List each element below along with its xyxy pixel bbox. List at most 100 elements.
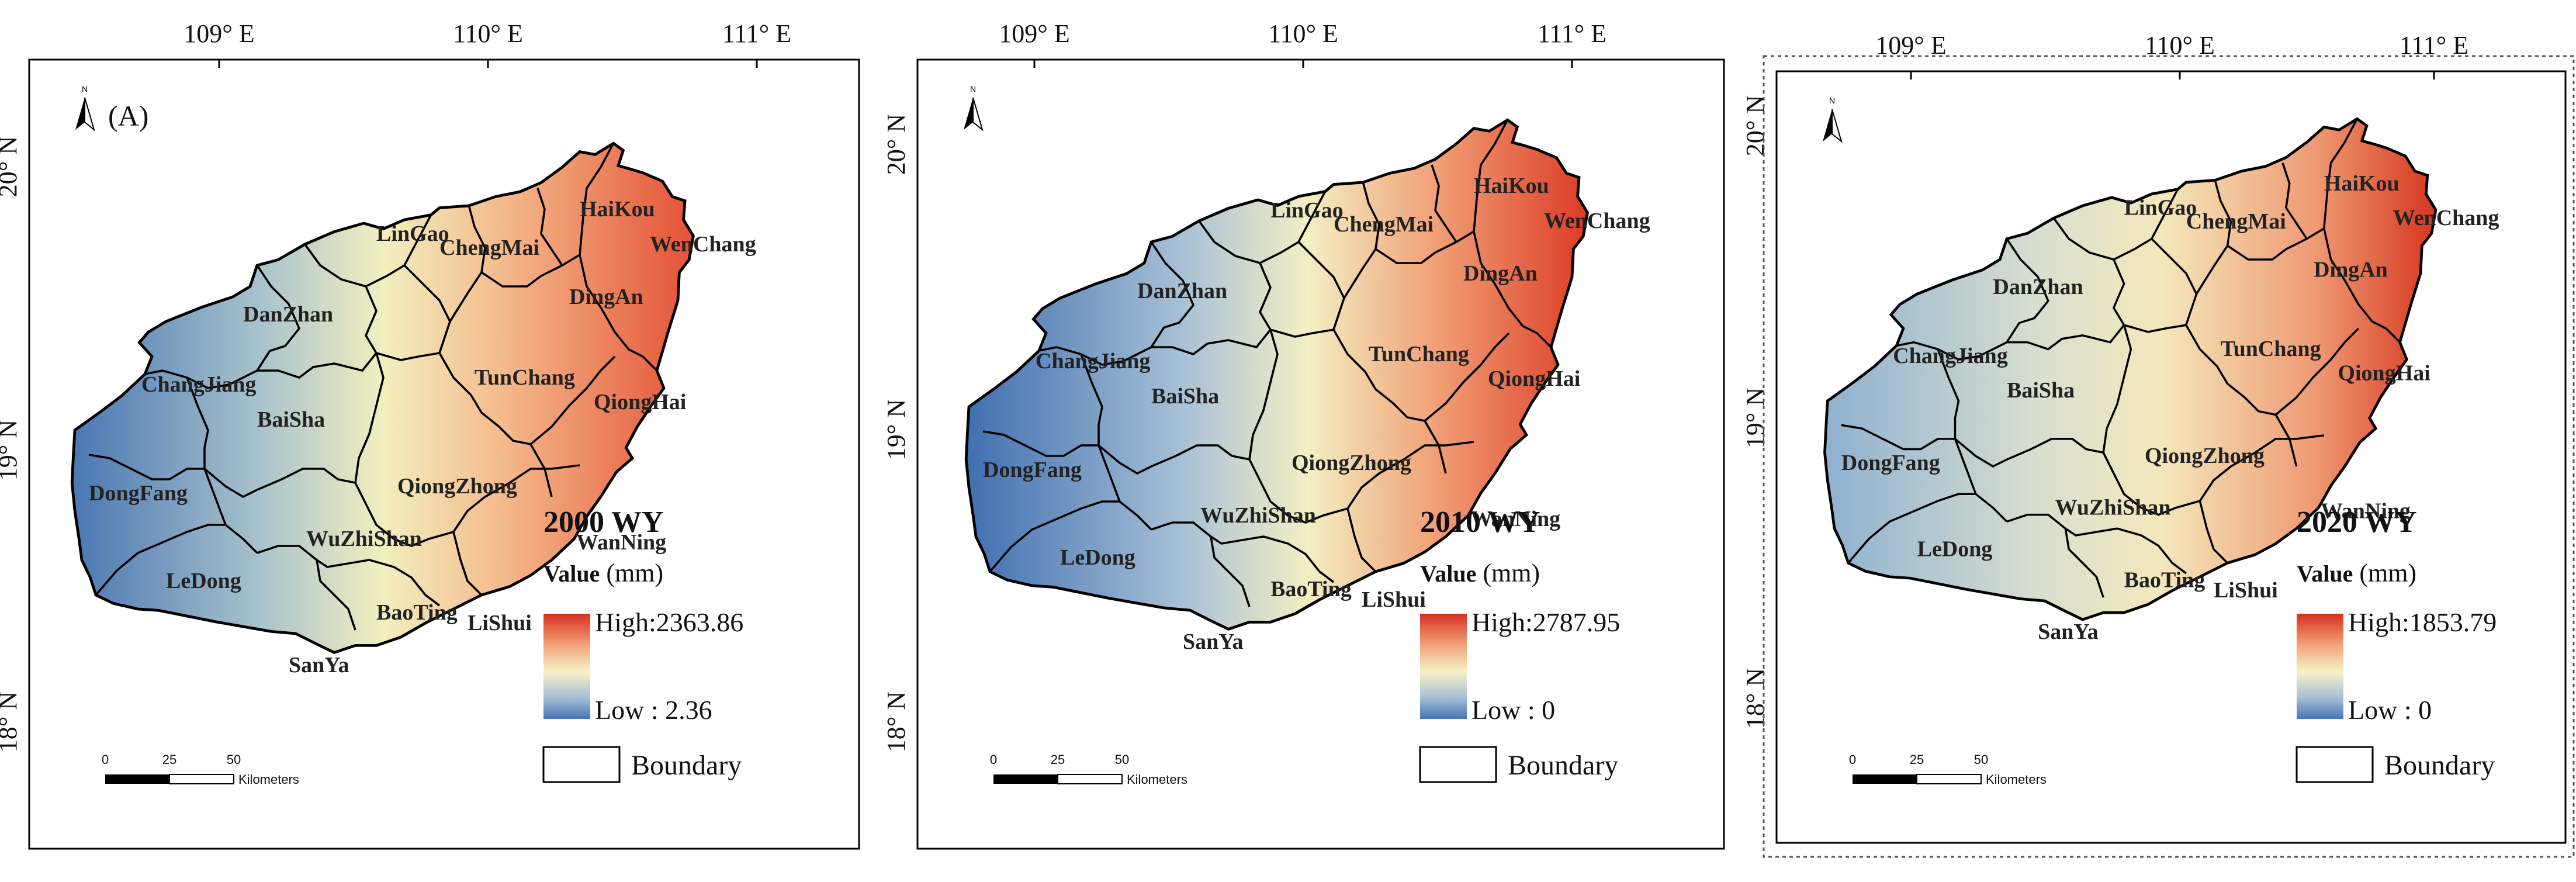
scale-tick-label: 50	[1974, 752, 1988, 767]
scale-unit-label: Kilometers	[238, 772, 299, 787]
legend-low-label: Low : 2.36	[595, 695, 712, 725]
scale-tick-label: 25	[162, 752, 176, 767]
scale-tick-label: 25	[1051, 752, 1065, 767]
north-arrow-icon: N	[1823, 96, 1843, 143]
county-label: DongFang	[89, 481, 188, 506]
legend-low-label: Low : 0	[2348, 695, 2432, 725]
county-label: LinGao	[2124, 195, 2197, 220]
county-label: WanNing	[1470, 507, 1560, 531]
scale-tick-label: 50	[227, 752, 241, 767]
longitude-label: 110° E	[1268, 19, 1338, 48]
county-label: WenChang	[1544, 209, 1650, 233]
county-label: ChengMai	[439, 236, 539, 260]
county-label: DongFang	[1841, 451, 1940, 475]
longitude-label: 110° E	[453, 19, 523, 48]
longitude-label: 109° E	[1875, 31, 1946, 60]
scale-bar: 0 25 50 Kilometers	[990, 752, 1187, 787]
county-label: WuZhiShan	[2055, 496, 2171, 520]
county-label: HaiKou	[2324, 171, 2400, 196]
boundary-swatch	[1419, 746, 1497, 783]
longitude-label: 111° E	[1538, 19, 1606, 48]
latitude-label: 18° N	[882, 691, 910, 752]
longitude-label: 109° E	[183, 19, 254, 48]
boundary-swatch	[2295, 746, 2374, 783]
county-label: WanNing	[2321, 499, 2411, 524]
county-label: WenChang	[2393, 206, 2499, 230]
county-label: DanZhan	[243, 302, 333, 327]
scale-tick-label: 25	[1910, 752, 1924, 767]
boundary-label: Boundary	[631, 750, 742, 781]
boundary-label: Boundary	[1508, 750, 1618, 781]
county-label: QiongHai	[1488, 366, 1580, 391]
county-label: DongFang	[983, 458, 1082, 482]
county-label: DingAn	[1463, 261, 1538, 286]
county-label: LeDong	[166, 569, 241, 593]
county-label: WuZhiShan	[1200, 503, 1316, 528]
legend-low-label: Low : 0	[1471, 695, 1555, 725]
latitude-label: 20° N	[1741, 95, 1770, 156]
legend-title: Value (mm)	[543, 559, 663, 587]
scale-unit-label: Kilometers	[1127, 772, 1187, 787]
year-title: 2000 WY	[543, 506, 664, 539]
scale-tick-label: 0	[102, 752, 109, 767]
longitude-label: 110° E	[2145, 31, 2215, 60]
county-label: DanZhan	[1137, 279, 1227, 303]
county-label: LiShui	[2214, 578, 2278, 603]
latitude-label: 18° N	[0, 691, 22, 752]
legend-high-label: High:2363.86	[595, 607, 743, 637]
legend-title: Value (mm)	[2297, 559, 2416, 587]
county-label: TunChang	[2221, 337, 2321, 361]
map-panel-2: 109° E 110° E 111° E 20° N 19° N 18° N LinGao H…	[882, 19, 1725, 850]
scale-tick-label: 0	[1849, 752, 1856, 767]
county-label: LiShui	[1362, 587, 1426, 612]
selection-frame	[1763, 55, 2575, 858]
county-label: HaiKou	[1474, 174, 1549, 198]
north-letter: N	[970, 84, 976, 94]
county-label: QiongHai	[2338, 361, 2430, 386]
boundary-swatch	[542, 746, 621, 783]
county-label: ChangJiang	[1036, 349, 1150, 373]
county-label: SanYa	[289, 653, 349, 677]
panel-label: (A)	[108, 99, 148, 132]
latitude-label: 19° N	[1741, 388, 1770, 448]
county-label: ChengMai	[1334, 212, 1434, 237]
latitude-label: 18° N	[1741, 668, 1770, 729]
county-label: BaoTing	[2124, 568, 2205, 593]
year-title: 2010 WY	[1420, 506, 1540, 539]
longitude-label: 111° E	[2400, 31, 2468, 60]
county-label: QiongZhong	[2145, 444, 2265, 468]
north-letter: N	[1829, 96, 1835, 105]
legend-high-label: High:2787.95	[1471, 607, 1620, 637]
county-label: DanZhan	[1993, 275, 2083, 299]
latitude-label: 19° N	[0, 420, 22, 480]
scale-tick-label: 50	[1115, 752, 1129, 767]
north-letter: N	[82, 84, 88, 94]
map-panel-3: 109° E 110° E 111° E 20° N 19° N 18° N LinGao H…	[1741, 31, 2567, 844]
county-label: WenChang	[650, 232, 756, 257]
county-label: BaiSha	[2007, 378, 2075, 403]
county-label: LeDong	[1060, 545, 1135, 570]
county-label: ChengMai	[2186, 209, 2286, 234]
legend-title: Value (mm)	[1420, 559, 1540, 587]
legend-color-ramp	[1420, 614, 1467, 719]
county-label: BaoTing	[1270, 577, 1352, 601]
map-panel-1: 109° E 110° E 111° E 20° N 19° N 18° N LinGao H…	[0, 19, 860, 850]
scale-bar: 0 25 50 Kilometers	[102, 752, 299, 787]
longitude-label: 109° E	[999, 19, 1069, 48]
longitude-label: 111° E	[722, 19, 791, 48]
county-label: QiongZhong	[1292, 451, 1411, 475]
county-label: LiShui	[468, 611, 532, 635]
county-label: DingAn	[569, 285, 643, 309]
scale-unit-label: Kilometers	[1986, 772, 2047, 787]
scale-tick-label: 0	[990, 752, 997, 767]
latitude-label: 20° N	[882, 114, 910, 175]
north-arrow-icon: N	[75, 84, 95, 132]
legend-color-ramp	[543, 614, 590, 719]
county-label: TunChang	[1369, 342, 1469, 366]
county-label: LinGao	[376, 222, 449, 246]
latitude-label: 19° N	[882, 399, 910, 460]
county-label: DingAn	[2314, 258, 2388, 282]
scale-bar: 0 25 50 Kilometers	[1849, 752, 2047, 787]
